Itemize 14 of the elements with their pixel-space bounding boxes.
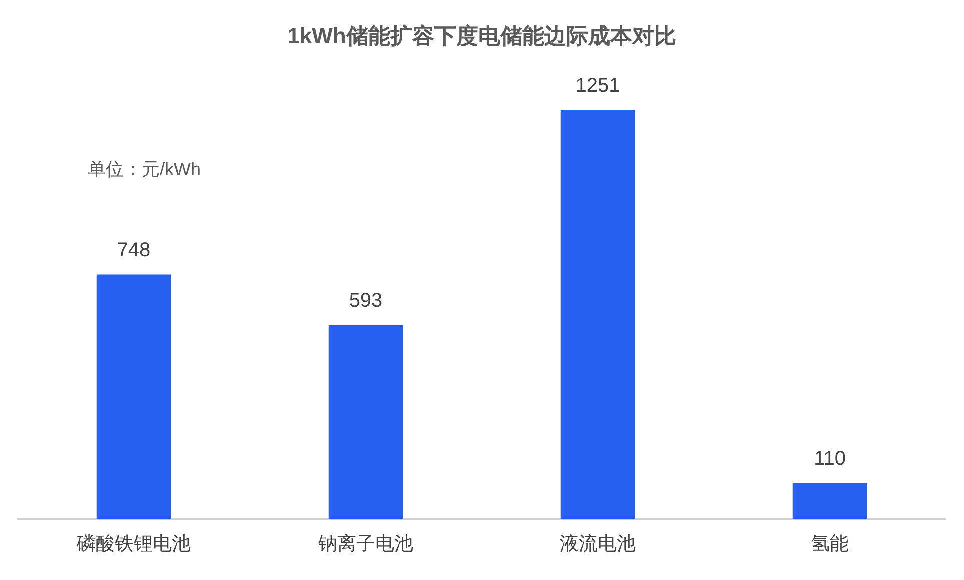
x-tick-label: 氢能 [811, 534, 849, 555]
x-tick-label: 钠离子电池 [318, 532, 414, 555]
data-label: 1251 [576, 74, 620, 97]
x-tick-label: 液流电池 [560, 532, 636, 555]
bar [96, 274, 172, 520]
bar [328, 325, 404, 520]
x-tick-label: 磷酸铁锂电池 [76, 534, 191, 555]
data-label: 748 [117, 239, 151, 262]
chart-title: 1kWh储能扩容下度电储能边际成本对比 [288, 23, 676, 48]
annotation: 单位：元/kWh [88, 159, 202, 180]
bar [792, 483, 868, 520]
data-label: 593 [349, 290, 383, 312]
data-label: 110 [814, 448, 846, 470]
bar [560, 110, 636, 520]
